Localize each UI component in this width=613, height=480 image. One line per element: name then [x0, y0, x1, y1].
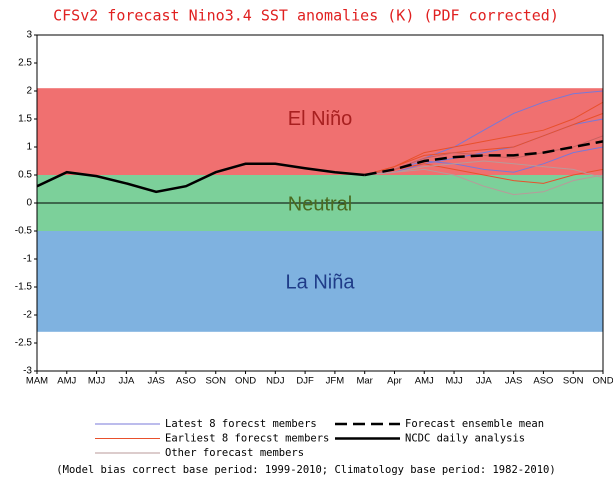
x-tick-label: DJF — [296, 376, 314, 387]
y-tick-label: -1 — [23, 254, 32, 265]
y-tick-label: 0.5 — [18, 170, 32, 181]
y-tick-label: -2 — [23, 310, 32, 321]
series-line — [364, 140, 604, 177]
x-tick-label: NDJ — [266, 376, 285, 387]
chart-title: CFSv2 forecast Nino3.4 SST anomalies (K)… — [53, 7, 559, 25]
x-tick-label: JAS — [505, 376, 522, 387]
series-line — [364, 168, 604, 196]
x-tick-label: ASO — [533, 376, 553, 387]
band — [37, 88, 603, 175]
legend-label: NCDC daily analysis — [405, 433, 525, 445]
x-tick-label: SON — [563, 376, 584, 387]
x-tick-label: Mar — [356, 376, 372, 387]
x-tick-label: MJJ — [88, 376, 106, 387]
series-line — [364, 112, 604, 176]
x-tick-label: JJA — [118, 376, 135, 387]
footnote: (Model bias correct base period: 1999-20… — [56, 464, 555, 476]
legend-label: Other forecast members — [165, 447, 304, 459]
legend-label: Earliest 8 forecst members — [165, 433, 329, 445]
y-tick-label: 3 — [26, 30, 32, 41]
y-tick-label: -2.5 — [15, 338, 33, 349]
y-tick-label: 0 — [26, 198, 32, 209]
y-tick-label: 1.5 — [18, 114, 32, 125]
x-tick-label: AMJ — [57, 376, 76, 387]
y-tick-label: 2 — [26, 86, 32, 97]
x-tick-label: OND — [592, 376, 613, 387]
x-tick-label: JAS — [147, 376, 164, 387]
band-label: La Niña — [286, 272, 356, 294]
x-tick-label: OND — [235, 376, 256, 387]
legend-label: Latest 8 forecst members — [165, 418, 317, 430]
band-label: El Niño — [288, 108, 352, 130]
x-tick-label: JJA — [476, 376, 493, 387]
series-line — [36, 162, 365, 194]
series-line — [364, 160, 604, 179]
x-tick-label: ASO — [176, 376, 196, 387]
band-label: Neutral — [288, 193, 352, 215]
x-tick-label: MJJ — [445, 376, 463, 387]
y-tick-label: 2.5 — [18, 58, 32, 69]
x-tick-label: SON — [205, 376, 226, 387]
x-tick-label: JFM — [326, 376, 345, 387]
x-tick-label: Apr — [387, 376, 402, 387]
plot-frame — [36, 34, 604, 372]
y-tick-label: 1 — [26, 142, 32, 153]
y-tick-label: -1.5 — [15, 282, 33, 293]
y-tick-label: -3 — [23, 366, 32, 377]
y-tick-label: -0.5 — [15, 226, 33, 237]
legend-label: Forecast ensemble mean — [405, 418, 544, 430]
series-line — [364, 101, 604, 176]
x-tick-label: MAM — [26, 376, 48, 387]
band — [37, 231, 603, 332]
x-tick-label: AMJ — [415, 376, 434, 387]
